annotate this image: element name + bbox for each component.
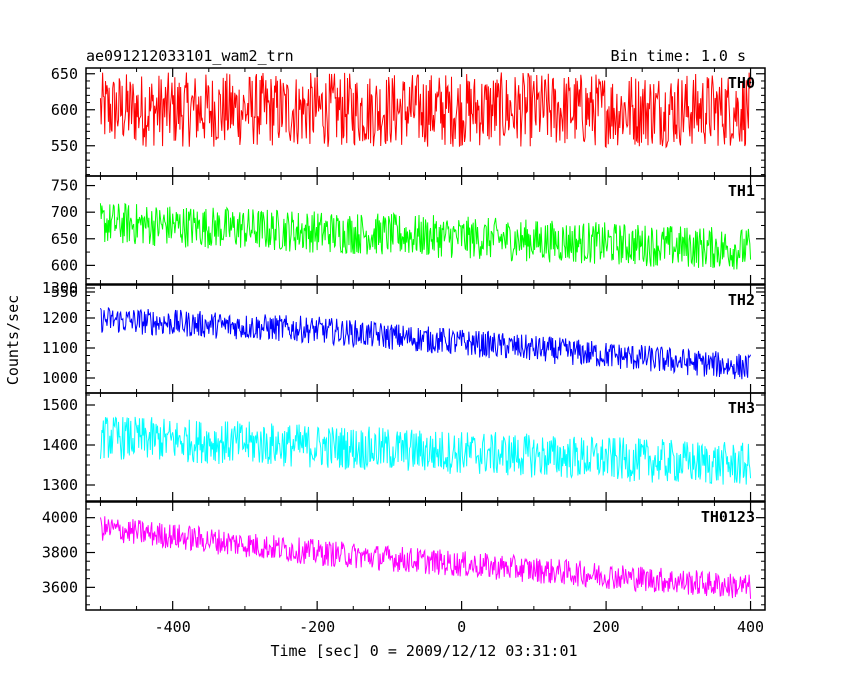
y-tick-label: 650 <box>51 65 78 83</box>
series-line-th2 <box>99 306 752 380</box>
x-tick-label: 200 <box>593 618 620 636</box>
x-tick-label: -200 <box>299 618 335 636</box>
y-tick-label: 1400 <box>42 436 78 454</box>
y-tick-label: 1000 <box>42 369 78 387</box>
panel-frame <box>85 284 766 394</box>
y-tick-label: 4000 <box>42 509 78 527</box>
y-axis-label: Counts/sec <box>4 295 22 385</box>
y-tick-label: 550 <box>51 137 78 155</box>
x-axis-label: Time [sec] 0 = 2009/12/12 03:31:01 <box>270 642 577 660</box>
panel-th0: 550 600 650 TH0 <box>51 65 766 177</box>
y-tick-label: 1300 <box>42 279 78 297</box>
y-tick-label: 1200 <box>42 309 78 327</box>
y-tick-label: 1500 <box>42 396 78 414</box>
y-tick-label: 1100 <box>42 339 78 357</box>
series-label-th0123: TH0123 <box>701 508 755 526</box>
series-label-th0: TH0 <box>728 74 755 92</box>
panel-frame <box>85 501 766 611</box>
panel-group: 550 600 650 TH0 550 600 650 700 750 TH1 1000 1100 12… <box>42 65 766 636</box>
series-label-th2: TH2 <box>728 291 755 309</box>
series-line-th3 <box>99 416 752 485</box>
series-label-th3: TH3 <box>728 399 755 417</box>
x-tick-label: 400 <box>737 618 764 636</box>
x-tick-label: -400 <box>155 618 191 636</box>
y-tick-label: 3800 <box>42 544 78 562</box>
y-tick-label: 600 <box>51 101 78 119</box>
panel-th3: 1300 1400 1500 TH3 <box>42 392 766 502</box>
panel-th2: 1000 1100 1200 1300 TH2 <box>42 279 766 394</box>
series-line-th1 <box>99 202 752 270</box>
y-tick-label: 3600 <box>42 578 78 596</box>
y-tick-label: 550 <box>51 283 78 301</box>
series-line-th0123 <box>99 516 752 599</box>
series-line-th0 <box>99 72 752 149</box>
y-tick-label: 1300 <box>42 476 78 494</box>
series-label-th1: TH1 <box>728 182 755 200</box>
bin-time-label: Bin time: 1.0 s <box>611 47 746 65</box>
y-tick-label: 750 <box>51 177 78 195</box>
y-tick-label: 650 <box>51 230 78 248</box>
panel-th1: 550 600 650 700 750 TH1 <box>51 175 766 301</box>
x-tick-label: 0 <box>457 618 466 636</box>
panel-th0123: 3600 3800 4000 TH0123 <box>42 501 766 611</box>
chart-title: ae091212033101_wam2_trn <box>86 47 294 65</box>
y-tick-label: 600 <box>51 256 78 274</box>
y-tick-label: 700 <box>51 203 78 221</box>
